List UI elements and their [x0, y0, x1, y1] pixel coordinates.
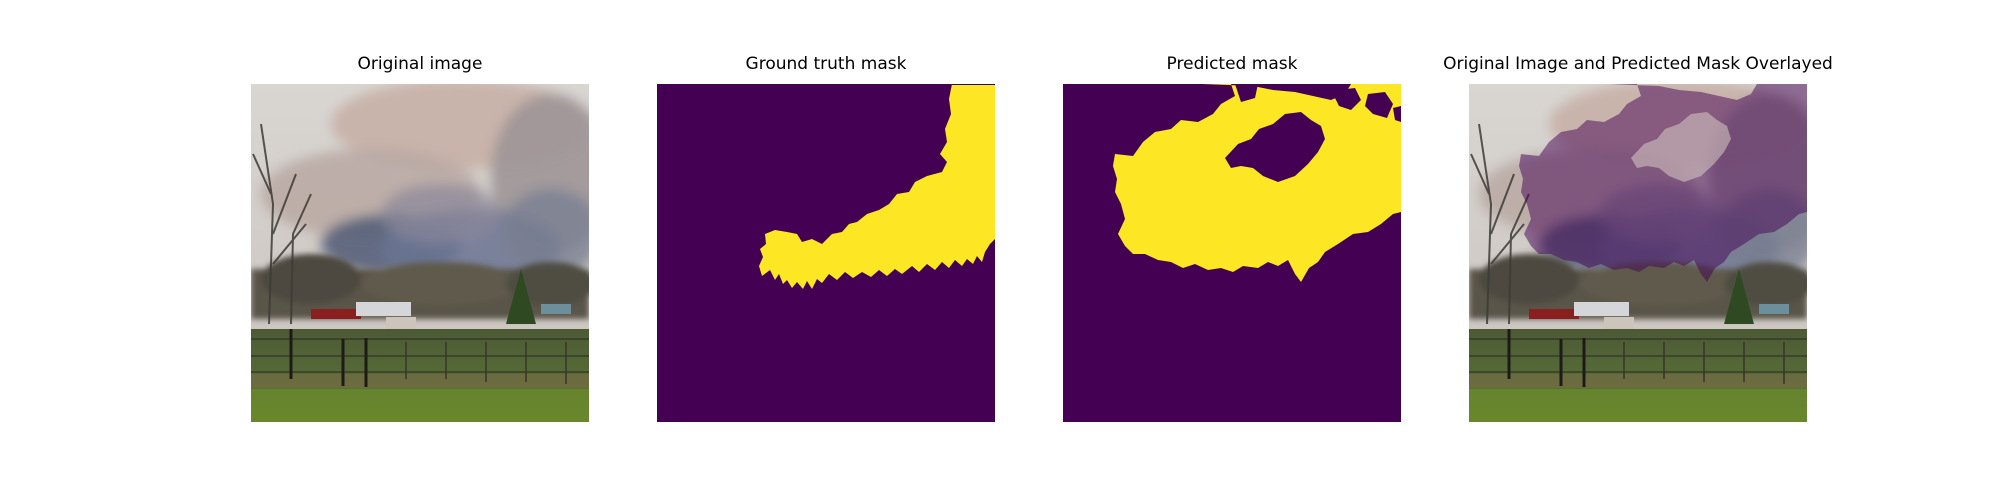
original-image-panel: Original image — [251, 54, 589, 422]
predicted-mask — [1063, 84, 1401, 422]
panel-title-predicted: Predicted mask — [1166, 54, 1298, 74]
ground-truth-mask — [657, 84, 995, 422]
original-image — [251, 84, 589, 422]
predicted-mask-panel: Predicted mask — [1063, 54, 1401, 422]
overlay-panel: Original Image and Predicted Mask Overla… — [1443, 54, 1833, 422]
ground-truth-mask-panel: Ground truth mask — [657, 54, 995, 422]
panel-title-ground-truth: Ground truth mask — [745, 54, 907, 74]
overlay-image — [1469, 84, 1807, 422]
panel-title-overlay: Original Image and Predicted Mask Overla… — [1443, 54, 1833, 74]
panel-title-original: Original image — [357, 54, 483, 74]
